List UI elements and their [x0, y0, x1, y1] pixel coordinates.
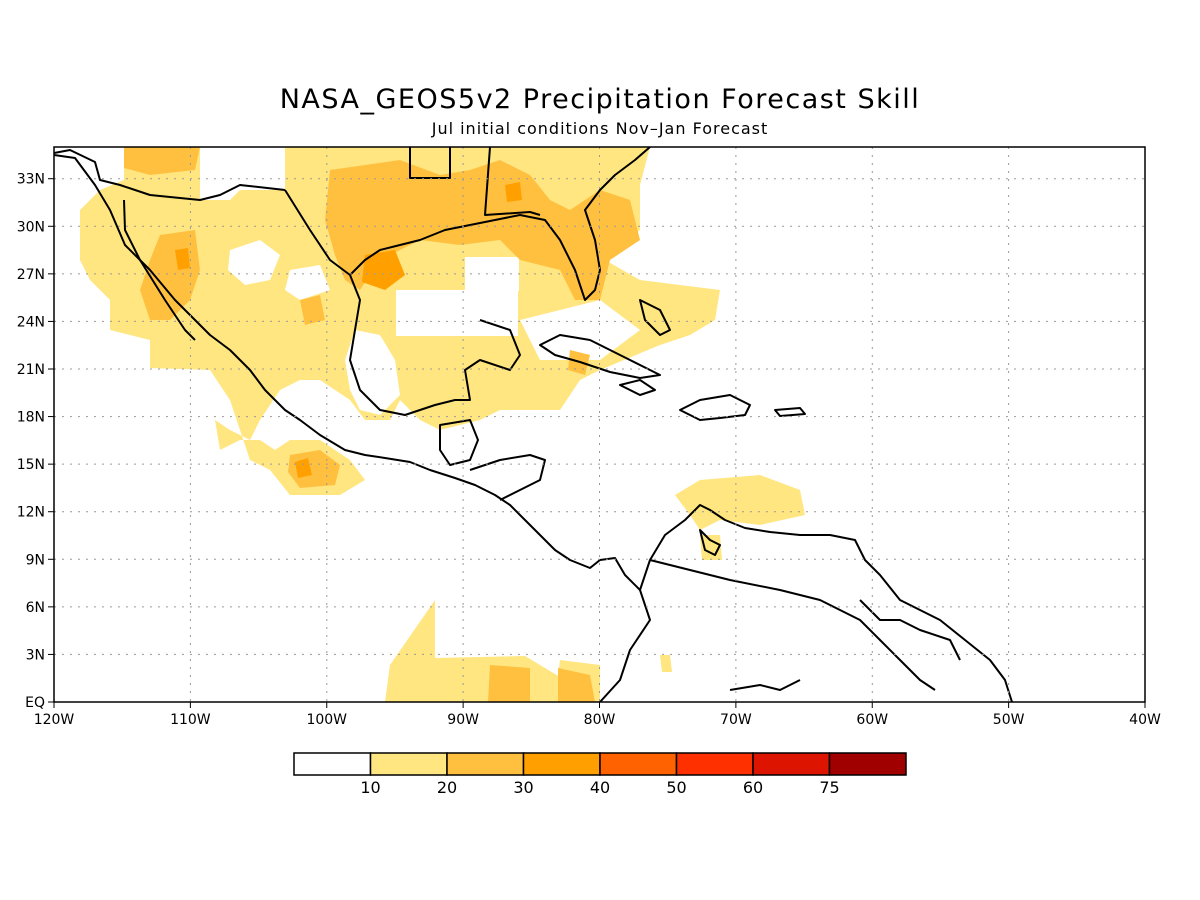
skill-gaps [200, 147, 640, 415]
colorbar-swatch [599, 752, 678, 776]
colorbar-swatch [675, 752, 754, 776]
chart-title: NASA_GEOS5v2 Precipitation Forecast Skil… [279, 84, 921, 115]
colorbar-label: 20 [437, 778, 457, 797]
colorbar-swatch [369, 752, 448, 776]
colorbar-label: 30 [513, 778, 533, 797]
colorbar-label: 40 [590, 778, 610, 797]
lon-tick-label: 50W [993, 712, 1025, 728]
lon-tick-label: 60W [856, 712, 888, 728]
lat-tick-label: 30N [17, 219, 45, 235]
lon-tick-label: 110W [170, 712, 211, 728]
skill-level-30-40 [175, 182, 522, 478]
chart-subtitle: Jul initial conditions Nov–Jan Forecast [431, 119, 769, 138]
colorbar: 10 20 30 40 50 60 75 [293, 752, 907, 797]
lat-tick-label: 24N [17, 314, 45, 330]
lon-tick-label: 100W [306, 712, 347, 728]
colorbar-swatch [752, 752, 831, 776]
colorbar-label: 50 [666, 778, 686, 797]
colorbar-swatch [293, 752, 372, 776]
lat-tick-label: 21N [17, 362, 45, 378]
colorbar-swatch [522, 752, 601, 776]
coastlines [54, 147, 1013, 702]
lat-tick-label: 18N [17, 410, 45, 426]
colorbar-swatch [446, 752, 525, 776]
gridlines [54, 147, 1145, 702]
lat-tick-label: 6N [26, 600, 45, 616]
colorbar-label: 10 [360, 778, 380, 797]
lon-tick-label: 80W [584, 712, 616, 728]
lon-tick-label: 70W [720, 712, 752, 728]
lat-tick-label: 27N [17, 267, 45, 283]
colorbar-label: 75 [819, 778, 839, 797]
lon-tick-label: 90W [447, 712, 479, 728]
lat-tick-label: EQ [25, 695, 45, 711]
lat-tick-label: 12N [17, 505, 45, 521]
colorbar-swatch [828, 752, 907, 776]
axis-ticks: 120W 110W 100W 90W 80W 70W 60W 50W 40W EQ 3N 6N 9N 12… [17, 172, 1161, 728]
colorbar-label: 60 [743, 778, 763, 797]
lon-tick-label: 40W [1129, 712, 1161, 728]
lat-tick-label: 3N [26, 647, 45, 663]
lat-tick-label: 9N [26, 552, 45, 568]
lat-tick-label: 33N [17, 172, 45, 188]
lat-tick-label: 15N [17, 457, 45, 473]
lon-tick-label: 120W [34, 712, 75, 728]
